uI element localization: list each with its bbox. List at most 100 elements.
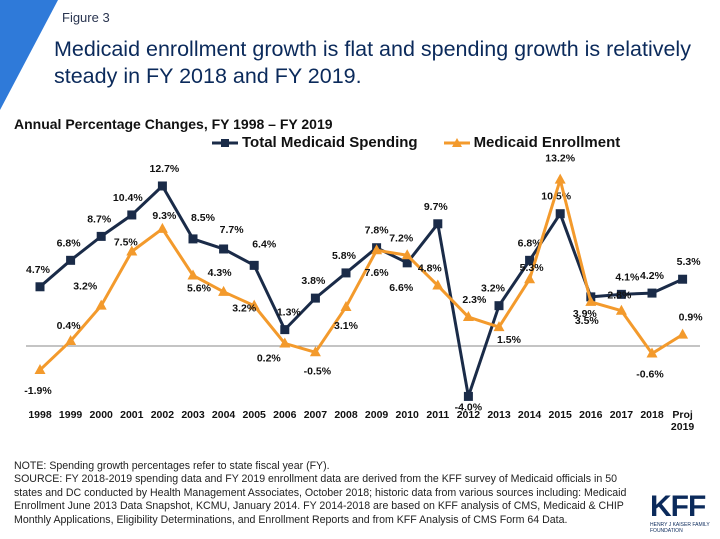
enrollment-point (462, 311, 474, 322)
legend-item-spending: Total Medicaid Spending (212, 134, 418, 151)
logo-subtext: HENRY J KAISER FAMILY FOUNDATION (650, 522, 710, 534)
spending-data-label: 3.2% (481, 283, 506, 295)
x-tick-label: 2018 (640, 409, 664, 421)
spending-data-label: 5.8% (332, 250, 357, 262)
spending-point (433, 219, 443, 229)
enrollment-data-label: 2.3% (462, 294, 487, 306)
enrollment-data-label: 4.8% (418, 263, 443, 275)
note-text: NOTE: Spending growth percentages refer … (14, 460, 330, 472)
enrollment-point (615, 304, 627, 315)
spending-data-label: 6.6% (389, 282, 414, 294)
legend-label-enrollment: Medicaid Enrollment (473, 134, 621, 151)
source-text: SOURCE: FY 2018-2019 spending data and F… (14, 473, 627, 526)
spending-point (402, 258, 412, 268)
x-tick-label: 2015 (549, 409, 573, 421)
enrollment-data-label: 7.6% (365, 267, 390, 279)
spending-point (494, 301, 504, 311)
enrollment-point (187, 269, 199, 280)
kff-logo: KFF HENRY J KAISER FAMILY FOUNDATION (650, 490, 712, 535)
enrollment-point (340, 300, 352, 311)
spending-data-label: 5.3% (677, 256, 702, 268)
spending-data-label: 1.3% (277, 307, 302, 319)
spending-point (310, 293, 320, 303)
enrollment-point (646, 347, 658, 358)
spending-point (219, 244, 229, 254)
x-tick-label: 2017 (610, 409, 634, 421)
enrollment-point (493, 321, 505, 332)
enrollment-point (309, 346, 321, 357)
x-tick-label: 2001 (120, 409, 144, 421)
spending-data-label: 7.7% (220, 224, 245, 236)
x-tick-label: Proj 2019 (671, 409, 695, 433)
x-tick-label: 2002 (151, 409, 175, 421)
x-tick-label: 2007 (304, 409, 328, 421)
spending-data-label: 3.9% (573, 308, 598, 320)
spending-data-label: -4.0% (455, 401, 483, 413)
enrollment-point (432, 279, 444, 290)
spending-point (188, 234, 198, 244)
enrollment-point (248, 299, 260, 310)
enrollment-data-label: 3.5% (575, 315, 600, 327)
enrollment-data-label: -0.5% (304, 365, 332, 377)
enrollment-point (34, 363, 46, 374)
spending-data-label: 8.5% (191, 212, 216, 224)
x-tick-label: 2009 (365, 409, 389, 421)
spending-point (157, 181, 167, 191)
enrollment-data-label: 3.1% (334, 320, 359, 332)
triangle-marker-icon (443, 137, 470, 147)
figure-label: Figure 3 (62, 10, 110, 25)
spending-point (525, 255, 535, 265)
x-tick-label: 2006 (273, 409, 297, 421)
spending-data-label: 3.8% (301, 275, 326, 287)
legend-item-enrollment: Medicaid Enrollment (443, 134, 621, 151)
x-tick-label: 2008 (334, 409, 358, 421)
enrollment-point (218, 285, 230, 296)
spending-data-label: 6.4% (252, 238, 277, 250)
x-tick-label: 2011 (426, 409, 449, 421)
spending-point (96, 231, 106, 241)
spending-point (35, 282, 45, 292)
enrollment-data-label: 4.3% (208, 267, 233, 279)
enrollment-data-label: 5.3% (520, 262, 545, 274)
notes: NOTE: Spending growth percentages refer … (14, 460, 644, 527)
x-tick-label: 2010 (396, 409, 420, 421)
legend-label-spending: Total Medicaid Spending (242, 134, 418, 151)
enrollment-data-label: 3.2% (73, 281, 98, 293)
enrollment-data-label: -1.9% (24, 385, 52, 397)
enrollment-data-label: 0.9% (679, 312, 704, 324)
enrollment-data-label: 0.4% (57, 320, 82, 332)
logo-text: KFF (650, 490, 706, 523)
accent-corner (0, 0, 58, 110)
enrollment-data-label: 1.5% (497, 334, 522, 346)
spending-point (647, 288, 657, 298)
enrollment-point (401, 249, 413, 260)
square-marker-icon (212, 138, 238, 147)
enrollment-point (126, 245, 138, 256)
enrollment-data-label: 0.2% (257, 352, 282, 364)
enrollment-data-label: 3.2% (232, 303, 257, 315)
spending-data-label: 4.7% (26, 264, 51, 276)
x-tick-label: 2005 (243, 409, 267, 421)
x-tick-label: 1998 (28, 409, 52, 421)
spending-point (463, 391, 473, 401)
spending-data-label: 10.4% (113, 192, 143, 204)
spending-point (66, 255, 76, 265)
spending-point (341, 268, 351, 278)
enrollment-point (65, 334, 77, 345)
line-chart: 1998 1999 2000 2001 2002 2003 2004 2005 2006 2007… (24, 153, 704, 433)
enrollment-point (95, 299, 107, 310)
enrollment-data-label: 13.2% (545, 153, 575, 165)
enrollment-data-label: -0.6% (636, 369, 664, 381)
enrollment-point (585, 295, 597, 306)
spending-data-label: 4.1% (615, 271, 640, 283)
spending-data-label: 6.8% (518, 237, 543, 249)
enrollment-point (524, 273, 536, 284)
headline: Medicaid enrollment growth is flat and s… (54, 37, 691, 88)
spending-point (678, 274, 688, 284)
spending-data-label: 12.7% (150, 163, 180, 175)
x-tick-label: 2003 (181, 409, 205, 421)
spending-point (555, 209, 565, 219)
enrollment-data-label: 7.5% (114, 237, 139, 249)
spending-point (127, 210, 137, 220)
x-tick-label: 2014 (518, 409, 542, 421)
